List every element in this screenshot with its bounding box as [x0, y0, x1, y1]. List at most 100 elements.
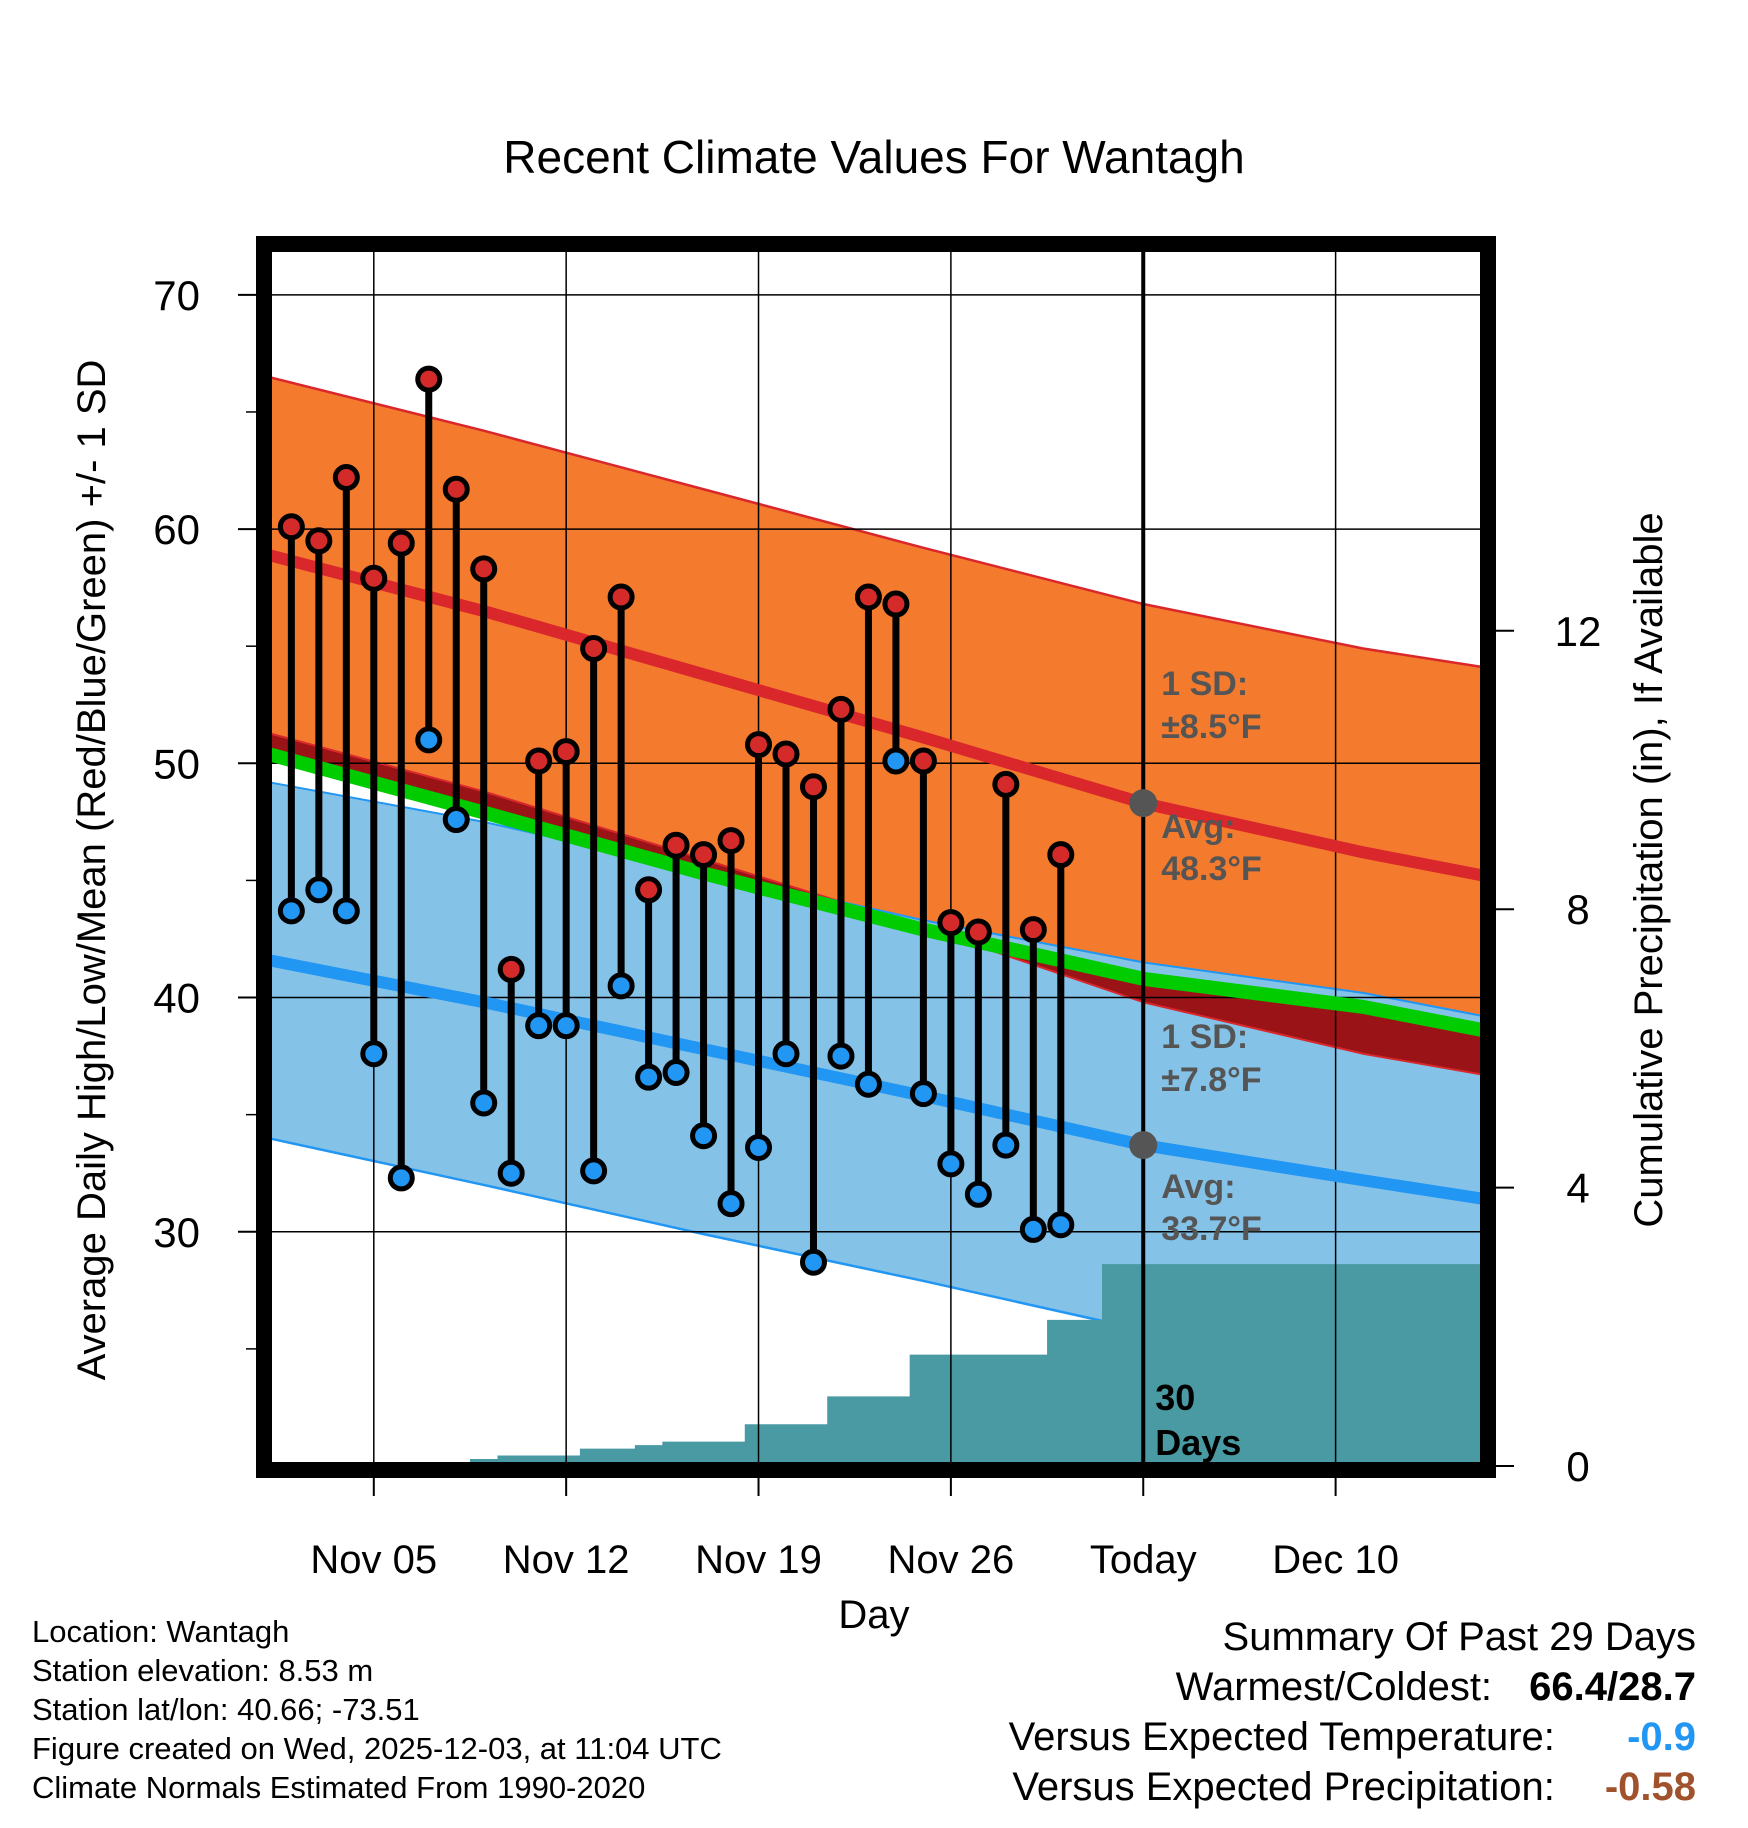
- low-point: [992, 1131, 1020, 1159]
- high-upper-edge: [267, 375, 1485, 669]
- high-point: [937, 909, 965, 937]
- high-point: [497, 955, 525, 983]
- annotation-value: 33.7°F: [1161, 1210, 1262, 1248]
- low-point: [882, 747, 910, 775]
- high-point: [360, 564, 388, 592]
- high-point: [580, 635, 608, 663]
- high-point: [745, 731, 773, 759]
- y-tick-label: 30: [153, 1209, 200, 1256]
- days-unit-label: Days: [1155, 1422, 1241, 1463]
- annotation-title: 1 SD:: [1161, 1018, 1248, 1056]
- annotation-value: ±7.8°F: [1161, 1061, 1261, 1099]
- precip-value: -0.58: [1604, 1765, 1696, 1809]
- low-avg-marker: [1129, 1131, 1158, 1160]
- low-point: [305, 876, 333, 904]
- high-point: [772, 740, 800, 768]
- latlon-text: Station lat/lon: 40.66; -73.51: [32, 1692, 420, 1727]
- daily-points: [277, 365, 1075, 1276]
- low-point: [745, 1133, 773, 1161]
- low-point: [717, 1190, 745, 1218]
- summary-panel: Summary Of Past 29 Days Warmest/Coldest:…: [1009, 1612, 1696, 1812]
- high-point: [525, 747, 553, 775]
- annotation-title: Avg:: [1161, 808, 1235, 846]
- y2-tick-label: 12: [1555, 608, 1602, 655]
- low-point: [497, 1159, 525, 1187]
- high-point: [277, 513, 305, 541]
- warm-cold-value: 66.4/28.7: [1529, 1665, 1696, 1709]
- days-count-label: 30: [1155, 1377, 1195, 1418]
- precipitation-area: [268, 1264, 1484, 1466]
- plot-border: [256, 236, 1496, 1478]
- low-point: [799, 1248, 827, 1276]
- low-point: [387, 1164, 415, 1192]
- y-tick-label: 40: [153, 975, 200, 1022]
- high-point: [827, 695, 855, 723]
- low-point: [277, 897, 305, 925]
- x-tick-label: Nov 26: [888, 1538, 1015, 1582]
- low-point: [332, 897, 360, 925]
- low-point: [552, 1012, 580, 1040]
- precip-area: [268, 1264, 1484, 1466]
- high-point: [1019, 916, 1047, 944]
- low-point: [662, 1058, 690, 1086]
- y2-tick-label: 0: [1566, 1443, 1589, 1490]
- high-point: [607, 583, 635, 611]
- low-point: [1019, 1215, 1047, 1243]
- low-point: [964, 1180, 992, 1208]
- low-point: [690, 1122, 718, 1150]
- x-tick-label: Nov 12: [503, 1538, 630, 1582]
- high-point: [552, 738, 580, 766]
- high-point: [635, 876, 663, 904]
- high-point: [717, 827, 745, 855]
- high-point: [442, 475, 470, 503]
- high-point: [305, 527, 333, 555]
- annotation-title: Avg:: [1161, 1168, 1235, 1206]
- low-point: [827, 1042, 855, 1070]
- high-point: [799, 773, 827, 801]
- high-point: [909, 747, 937, 775]
- x-axis-label: Day: [838, 1593, 909, 1637]
- summary-title: Summary Of Past 29 Days: [1222, 1615, 1696, 1659]
- created-text: Figure created on Wed, 2025-12-03, at 11…: [32, 1731, 722, 1766]
- x-tick-label: Dec 10: [1272, 1538, 1399, 1582]
- low-point: [442, 806, 470, 834]
- high-point: [1047, 841, 1075, 869]
- station-info: Location: Wantagh Station elevation: 8.5…: [32, 1612, 722, 1807]
- low-point: [415, 726, 443, 754]
- low-point: [772, 1040, 800, 1068]
- high-point: [992, 770, 1020, 798]
- low-point: [937, 1150, 965, 1178]
- high-point: [964, 918, 992, 946]
- y2-axis-label: Cumulative Precipitation (in), If Availa…: [1627, 512, 1671, 1227]
- low-point: [635, 1063, 663, 1091]
- chart-title: Recent Climate Values For Wantagh: [503, 131, 1244, 183]
- precip-row: Versus Expected Precipitation: -0.58: [1009, 1762, 1696, 1812]
- y2-tick-label: 4: [1566, 1165, 1589, 1212]
- annotation-title: 1 SD:: [1161, 665, 1248, 703]
- high-point: [470, 555, 498, 583]
- annotation-value: 48.3°F: [1161, 850, 1262, 888]
- axes: 30 40 50 60 70 0 4 8 12 Nov 05 Nov 12 Nov 19 Nov 26 T…: [153, 272, 1601, 1582]
- high-point: [662, 831, 690, 859]
- low-point: [909, 1080, 937, 1108]
- y2-tick-label: 8: [1566, 886, 1589, 933]
- temp-value: -0.9: [1627, 1715, 1696, 1759]
- high-avg-marker: [1129, 789, 1158, 818]
- annotation-value: ±8.5°F: [1161, 708, 1261, 746]
- x-tick-label: Nov 19: [695, 1538, 822, 1582]
- high-point: [882, 590, 910, 618]
- warm-cold-label: Warmest/Coldest:: [1175, 1665, 1493, 1709]
- low-point: [580, 1157, 608, 1185]
- low-point: [525, 1012, 553, 1040]
- normal-bands: [267, 375, 1485, 1383]
- low-point: [607, 972, 635, 1000]
- high-point: [415, 365, 443, 393]
- low-point: [470, 1089, 498, 1117]
- y-axis-label: Average Daily High/Low/Mean (Red/Blue/Gr…: [70, 360, 114, 1381]
- high-point: [332, 464, 360, 492]
- high-point: [690, 841, 718, 869]
- y-tick-label: 70: [153, 272, 200, 319]
- high-point: [387, 529, 415, 557]
